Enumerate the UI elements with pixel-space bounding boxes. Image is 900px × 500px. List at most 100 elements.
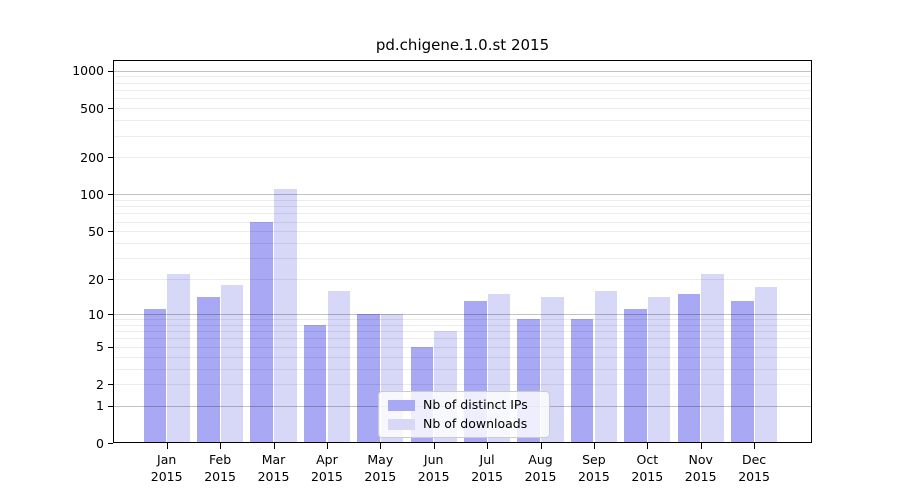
legend-swatch-downloads [388,418,415,430]
x-tick-label-month: Aug [528,452,553,467]
gridline-minor [114,89,811,91]
bar-distinct-ips-dec [731,301,754,444]
x-tick [166,443,168,449]
bar-downloads-feb [220,284,244,444]
gridline-minor [114,213,811,215]
gridline-minor [114,221,811,223]
y-tick-label: 50 [88,223,104,239]
x-tick [326,443,328,449]
y-tick [108,70,113,72]
bar-distinct-ips-sep [570,319,594,444]
bar-downloads-oct [647,297,671,444]
gridline-minor [114,356,811,358]
y-tick-label: 0 [96,435,104,451]
gridline-minor [114,98,811,100]
x-tick [700,443,702,449]
legend-item-distinct-ips: Nb of distinct IPs [388,398,540,412]
y-tick-label: 5 [96,339,104,355]
bar-distinct-ips-feb [197,297,220,444]
x-tick [754,443,756,449]
x-tick-label: Aug 2015 [511,451,571,485]
bar-distinct-ips-mar [250,221,273,444]
gridline-minor [114,76,811,78]
gridline-minor [114,120,811,121]
x-tick [487,443,489,449]
y-tick [108,157,113,159]
x-tick-label-year: 2015 [471,469,503,484]
x-tick-label-month: Nov [688,452,713,467]
gridline-major [114,314,811,315]
gridline-minor [114,200,811,201]
gridline-minor [114,135,811,137]
x-tick-label: Jun 2015 [404,451,464,485]
y-tick-label: 20 [88,271,104,287]
y-tick [108,443,113,445]
gridline-minor [114,108,811,109]
legend-label-distinct-ips: Nb of distinct IPs [423,397,528,412]
x-tick [380,443,382,449]
bar-downloads-apr [327,290,350,444]
gridline-major [114,194,811,196]
x-tick-label-month: Apr [316,452,338,467]
bar-distinct-ips-oct [624,309,647,444]
bar-distinct-ips-jan [143,309,167,444]
x-tick-label: Nov 2015 [671,451,731,485]
x-tick [433,443,435,449]
bar-distinct-ips-apr [303,324,327,444]
y-tick [108,279,113,281]
x-tick-label-year: 2015 [310,469,343,484]
x-tick-label-month: Sep [582,452,606,467]
y-tick-label: 100 [80,186,104,202]
x-tick-label-year: 2015 [684,469,717,484]
bar-downloads-dec [754,287,778,444]
gridline-minor [114,82,811,84]
x-tick-label-year: 2015 [524,469,557,484]
x-tick-label: Apr 2015 [297,451,357,485]
legend: Nb of distinct IPs Nb of downloads [378,391,550,438]
x-tick-label: Feb 2015 [190,451,250,485]
bar-downloads-sep [594,290,617,444]
chart-title: pd.chigene.1.0.st 2015 [375,36,550,54]
x-tick-label-year: 2015 [577,469,610,484]
x-tick-label-month: Dec [741,452,767,467]
y-tick-label: 1 [96,398,104,414]
x-tick-label-month: Mar [261,452,286,467]
gridline-minor [114,324,811,326]
gridline-minor [114,279,811,281]
x-tick-label: Oct 2015 [617,451,677,485]
x-tick [273,443,275,449]
legend-item-downloads: Nb of downloads [388,417,540,431]
y-tick-label: 500 [80,100,104,116]
x-tick-label: Jul 2015 [457,451,517,485]
x-tick-label-year: 2015 [150,469,183,484]
x-tick-label-month: Feb [209,452,232,467]
y-tick [108,405,113,407]
x-tick-label-month: Jan [157,452,177,467]
gridline-major [114,70,811,72]
gridline-minor [114,346,811,348]
y-tick [108,384,113,386]
x-tick-label-year: 2015 [417,469,450,484]
y-tick [108,108,113,109]
legend-swatch-distinct-ips [388,399,415,411]
y-tick [108,194,113,196]
x-tick [647,443,649,449]
x-tick-label-year: 2015 [738,469,770,484]
bar-distinct-ips-nov [677,293,701,444]
legend-label-downloads: Nb of downloads [423,416,528,431]
gridline-minor [114,368,811,370]
x-tick-label-year: 2015 [364,469,397,484]
y-tick-label: 2 [96,376,104,392]
bar-downloads-jan [167,274,190,444]
y-tick-label: 200 [80,149,104,165]
gridline-minor [114,157,811,159]
gridline-minor [114,206,811,208]
y-tick-label: 10 [88,306,104,322]
x-tick-label-year: 2015 [204,469,236,484]
x-tick-label-month: Jul [479,452,495,467]
bar-distinct-ips-may [357,314,380,444]
x-tick-label: May 2015 [350,451,410,485]
x-tick-label-year: 2015 [257,469,290,484]
x-tick-label-year: 2015 [631,469,664,484]
x-tick-label-month: Jun [423,452,444,467]
